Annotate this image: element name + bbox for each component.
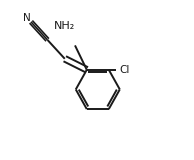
Text: Cl: Cl [120, 65, 130, 75]
Text: N: N [23, 13, 31, 23]
Text: NH₂: NH₂ [54, 21, 75, 31]
